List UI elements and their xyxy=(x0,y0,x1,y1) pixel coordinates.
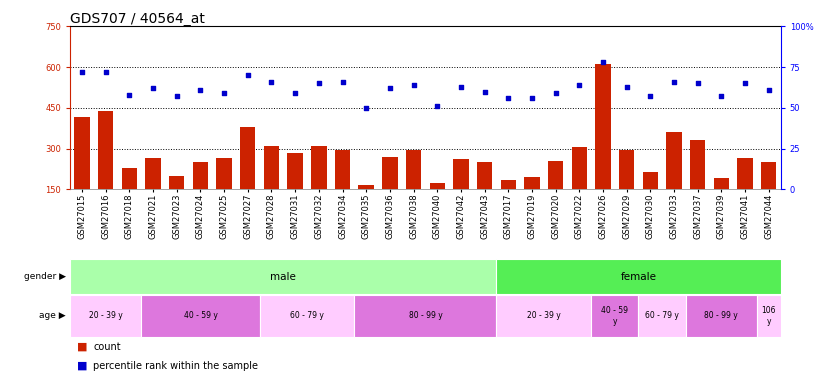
Bar xyxy=(70,260,496,294)
Bar xyxy=(496,260,781,294)
Point xyxy=(738,80,752,86)
Point xyxy=(549,90,563,96)
Bar xyxy=(259,295,354,337)
Point xyxy=(714,93,728,99)
Bar xyxy=(548,161,563,230)
Bar xyxy=(98,111,113,230)
Bar xyxy=(430,183,445,230)
Bar xyxy=(757,295,781,337)
Bar xyxy=(121,168,137,230)
Text: 60 - 79 y: 60 - 79 y xyxy=(645,311,679,320)
Text: 40 - 59 y: 40 - 59 y xyxy=(183,311,217,320)
Point xyxy=(359,105,373,111)
Point xyxy=(667,79,681,85)
Text: ■: ■ xyxy=(70,342,88,352)
Bar xyxy=(216,158,232,230)
Point xyxy=(312,80,325,86)
Bar xyxy=(525,177,539,230)
Text: male: male xyxy=(270,272,297,282)
Point xyxy=(288,90,301,96)
Bar xyxy=(761,162,776,230)
Text: female: female xyxy=(620,272,657,282)
Point xyxy=(454,84,468,90)
Bar xyxy=(141,295,259,337)
Bar xyxy=(287,153,303,230)
Text: 20 - 39 y: 20 - 39 y xyxy=(527,311,561,320)
Point xyxy=(217,90,230,96)
Bar xyxy=(619,150,634,230)
Bar xyxy=(643,172,658,230)
Text: ■: ■ xyxy=(70,361,88,370)
Bar xyxy=(591,295,638,337)
Bar xyxy=(667,132,681,230)
Bar xyxy=(738,158,752,230)
Bar xyxy=(406,150,421,230)
Point xyxy=(525,95,539,101)
Bar xyxy=(263,146,279,230)
Bar xyxy=(686,295,757,337)
Bar xyxy=(70,295,141,337)
Text: 80 - 99 y: 80 - 99 y xyxy=(705,311,738,320)
Text: age ▶: age ▶ xyxy=(40,311,66,320)
Point xyxy=(194,87,207,93)
Text: 60 - 79 y: 60 - 79 y xyxy=(290,311,324,320)
Point xyxy=(691,80,705,86)
Text: count: count xyxy=(93,342,121,352)
Point xyxy=(762,87,776,93)
Point xyxy=(620,84,634,90)
Bar xyxy=(596,64,610,230)
Point xyxy=(99,69,112,75)
Bar xyxy=(382,157,397,230)
Point xyxy=(383,85,396,91)
Bar xyxy=(354,295,496,337)
Bar xyxy=(335,150,350,230)
Bar xyxy=(690,141,705,230)
Point xyxy=(501,95,515,101)
Point xyxy=(596,59,610,65)
Bar xyxy=(311,146,326,230)
Point xyxy=(146,85,159,91)
Point xyxy=(572,82,586,88)
Text: 80 - 99 y: 80 - 99 y xyxy=(409,311,442,320)
Bar xyxy=(453,159,468,230)
Bar xyxy=(192,162,208,230)
Point xyxy=(75,69,88,75)
Bar xyxy=(358,185,374,230)
Bar xyxy=(572,147,587,230)
Text: 40 - 59
y: 40 - 59 y xyxy=(601,306,629,326)
Bar xyxy=(74,117,90,230)
Text: percentile rank within the sample: percentile rank within the sample xyxy=(93,361,259,370)
Bar xyxy=(145,158,161,230)
Point xyxy=(643,93,657,99)
Bar xyxy=(501,180,516,230)
Bar xyxy=(477,162,492,230)
Text: GDS707 / 40564_at: GDS707 / 40564_at xyxy=(70,12,205,26)
Bar xyxy=(240,127,255,230)
Point xyxy=(265,79,278,85)
Bar xyxy=(496,295,591,337)
Text: 106
y: 106 y xyxy=(762,306,776,326)
Text: 20 - 39 y: 20 - 39 y xyxy=(89,311,122,320)
Bar xyxy=(169,176,184,230)
Point xyxy=(430,103,444,109)
Bar xyxy=(714,178,729,230)
Bar xyxy=(638,295,686,337)
Point xyxy=(336,79,349,85)
Point xyxy=(407,82,420,88)
Point xyxy=(241,72,254,78)
Text: gender ▶: gender ▶ xyxy=(24,272,66,281)
Point xyxy=(123,92,136,98)
Point xyxy=(170,93,183,99)
Point xyxy=(478,88,491,94)
